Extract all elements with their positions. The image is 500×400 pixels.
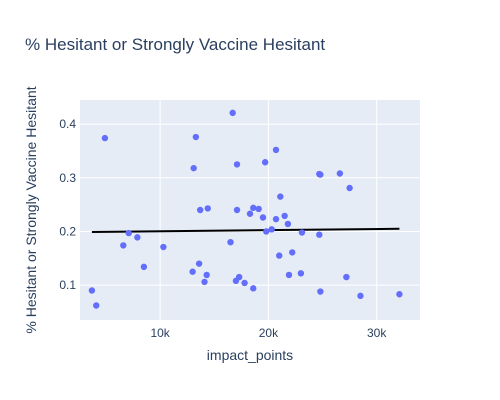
data-point[interactable] xyxy=(141,264,147,270)
data-point[interactable] xyxy=(134,234,140,240)
data-point[interactable] xyxy=(247,211,253,217)
data-point[interactable] xyxy=(357,293,363,299)
data-point[interactable] xyxy=(102,135,108,141)
data-point[interactable] xyxy=(281,213,287,219)
y-tick-label: 0.2 xyxy=(59,224,76,238)
data-point[interactable] xyxy=(229,110,235,116)
data-point[interactable] xyxy=(190,165,196,171)
data-point[interactable] xyxy=(337,170,343,176)
data-point[interactable] xyxy=(273,147,279,153)
data-point[interactable] xyxy=(317,288,323,294)
data-point[interactable] xyxy=(227,239,233,245)
data-point[interactable] xyxy=(250,205,256,211)
chart-title: % Hesitant or Strongly Vaccine Hesitant xyxy=(25,35,325,54)
y-tick-label: 0.4 xyxy=(59,117,76,131)
y-tick-label: 0.1 xyxy=(59,278,76,292)
data-point[interactable] xyxy=(203,272,209,278)
data-point[interactable] xyxy=(89,287,95,293)
data-point[interactable] xyxy=(201,279,207,285)
x-tick-label: 20k xyxy=(259,326,279,340)
y-axis-title: % Hesitant or Strongly Vaccine Hesitant xyxy=(23,86,39,333)
data-point[interactable] xyxy=(160,244,166,250)
data-point[interactable] xyxy=(299,229,305,235)
data-point[interactable] xyxy=(260,214,266,220)
data-point[interactable] xyxy=(234,161,240,167)
data-point[interactable] xyxy=(273,216,279,222)
data-point[interactable] xyxy=(396,291,402,297)
data-point[interactable] xyxy=(126,230,132,236)
data-point[interactable] xyxy=(255,206,261,212)
data-point[interactable] xyxy=(286,272,292,278)
x-tick-label: 30k xyxy=(367,326,387,340)
data-point[interactable] xyxy=(289,249,295,255)
data-point[interactable] xyxy=(316,231,322,237)
data-point[interactable] xyxy=(298,270,304,276)
data-point[interactable] xyxy=(93,302,99,308)
data-point[interactable] xyxy=(236,274,242,280)
data-point[interactable] xyxy=(276,252,282,258)
data-point[interactable] xyxy=(189,269,195,275)
plot-area xyxy=(80,100,420,320)
data-point[interactable] xyxy=(205,205,211,211)
data-point[interactable] xyxy=(196,260,202,266)
data-point[interactable] xyxy=(250,285,256,291)
data-point[interactable] xyxy=(346,185,352,191)
data-point[interactable] xyxy=(285,221,291,227)
data-point[interactable] xyxy=(197,207,203,213)
data-point[interactable] xyxy=(234,207,240,213)
data-point[interactable] xyxy=(343,274,349,280)
data-point[interactable] xyxy=(317,171,323,177)
data-point[interactable] xyxy=(277,193,283,199)
data-point[interactable] xyxy=(241,280,247,286)
x-tick-label: 10k xyxy=(150,326,170,340)
y-tick-label: 0.3 xyxy=(59,171,76,185)
x-axis-title: impact_points xyxy=(207,347,293,363)
data-point[interactable] xyxy=(268,226,274,232)
data-point[interactable] xyxy=(120,242,126,248)
data-point[interactable] xyxy=(193,134,199,140)
data-point[interactable] xyxy=(262,159,268,165)
